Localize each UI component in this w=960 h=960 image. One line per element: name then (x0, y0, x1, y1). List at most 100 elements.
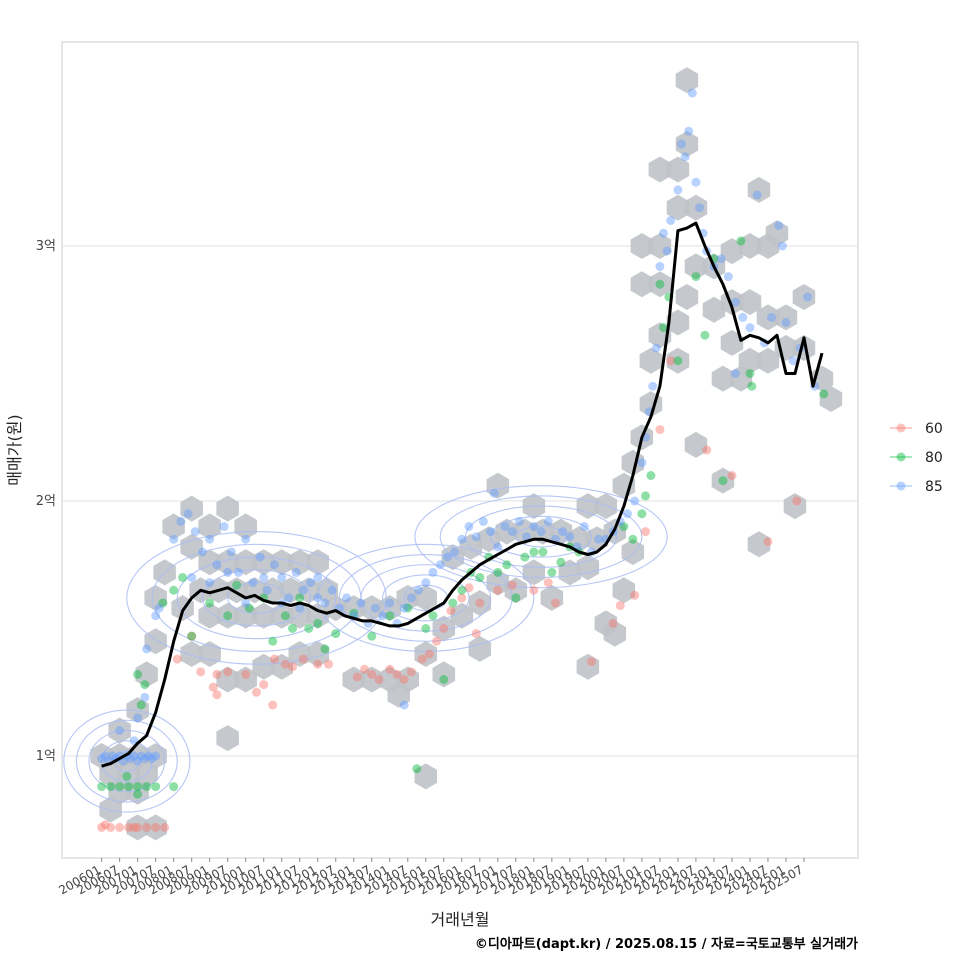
hexbin-cell (162, 513, 185, 540)
density-contour (75, 719, 178, 803)
point-85 (486, 527, 496, 537)
hexbin-cell (432, 615, 456, 642)
point-80 (691, 272, 701, 282)
hexbin-cell (738, 347, 762, 374)
point-80 (747, 381, 757, 391)
hexbin-cell (765, 220, 789, 247)
point-85 (399, 603, 409, 613)
point-85 (212, 560, 222, 570)
point-60 (129, 822, 139, 832)
point-80 (320, 644, 330, 654)
point-85 (313, 573, 323, 582)
hexbin-cell (198, 549, 221, 576)
point-60 (151, 822, 161, 832)
hexbin-cell (684, 431, 708, 458)
point-85 (125, 754, 135, 764)
density-contour (227, 582, 286, 614)
point-80 (628, 534, 638, 544)
point-80 (140, 680, 150, 690)
point-85 (716, 254, 726, 264)
point-60 (385, 664, 395, 674)
point-85 (385, 598, 395, 608)
hexbin-cell (144, 628, 167, 655)
point-85 (677, 139, 687, 149)
hexbin-cell (234, 666, 257, 693)
point-85 (648, 381, 658, 391)
hexbin-cell (513, 518, 537, 545)
point-60 (133, 822, 143, 832)
point-85 (781, 318, 791, 327)
point-60 (160, 822, 170, 832)
hexbin-cell (747, 531, 771, 558)
point-85 (356, 598, 366, 608)
point-60 (792, 496, 802, 506)
point-85 (565, 532, 575, 542)
point-60 (666, 356, 676, 366)
point-85 (183, 509, 193, 519)
point-60 (640, 527, 650, 537)
point-85 (133, 713, 143, 723)
point-80 (133, 789, 143, 799)
point-80 (187, 631, 197, 641)
hexbin-cell (792, 284, 816, 310)
point-60 (630, 590, 640, 600)
point-80 (288, 624, 298, 633)
point-80 (448, 598, 458, 608)
hexbin-cell (396, 584, 419, 611)
hexbin-cell (234, 549, 257, 576)
hexbin-cell (306, 602, 329, 629)
point-85 (543, 516, 553, 526)
point-60 (187, 631, 197, 641)
point-80 (538, 547, 548, 557)
density-contour (338, 554, 513, 642)
point-85 (594, 534, 604, 544)
legend-label-85: 85 (925, 479, 943, 495)
point-60 (313, 659, 323, 669)
point-85 (579, 522, 589, 531)
hexbin-cell (648, 156, 672, 183)
point-85 (500, 522, 510, 531)
point-60 (352, 672, 362, 682)
point-85 (731, 369, 741, 378)
point-85 (147, 754, 157, 764)
legend: 60 80 85 (890, 421, 943, 495)
point-60 (702, 445, 712, 455)
point-60 (97, 822, 107, 832)
hexbin-cell (666, 309, 690, 336)
point-85 (140, 692, 150, 702)
point-85 (136, 751, 146, 761)
hexbin-cell (414, 641, 437, 667)
point-80 (457, 585, 467, 595)
point-60 (464, 583, 474, 593)
hexbin-cell (126, 697, 149, 724)
point-80 (646, 471, 656, 480)
hexbin-cell (144, 743, 167, 769)
hexbin-cell (342, 595, 365, 622)
point-60 (367, 669, 377, 679)
hexbin-cell (522, 559, 546, 586)
point-60 (196, 667, 206, 677)
point-80 (349, 608, 359, 618)
point-85 (370, 603, 380, 613)
point-85 (205, 578, 215, 588)
point-60 (124, 822, 134, 832)
legend-item-85: 85 (890, 479, 943, 495)
point-80 (475, 573, 485, 582)
point-60 (298, 654, 308, 664)
legend-item-80: 80 (890, 450, 943, 466)
point-85 (738, 312, 748, 322)
point-80 (367, 631, 377, 641)
point-80 (178, 573, 188, 582)
hexbin-cell (252, 549, 275, 576)
point-85 (651, 343, 661, 353)
hexbin-cell (738, 233, 762, 259)
point-85 (522, 532, 532, 542)
point-85 (226, 547, 236, 557)
point-80 (819, 389, 829, 399)
point-60 (608, 618, 618, 628)
point-80 (232, 580, 242, 590)
density-contour (201, 569, 312, 627)
hexbin-cell (288, 549, 311, 576)
point-80 (385, 611, 395, 621)
